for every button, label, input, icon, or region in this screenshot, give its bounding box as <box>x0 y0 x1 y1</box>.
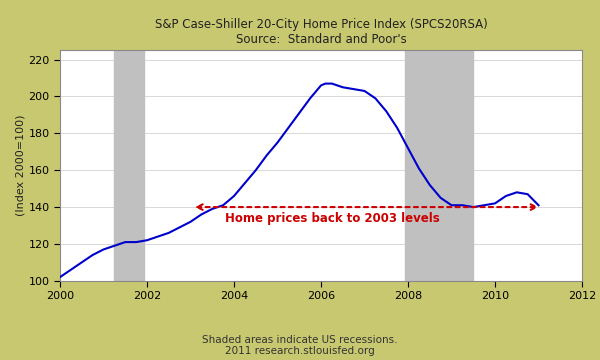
Bar <box>115 50 143 281</box>
Text: Home prices back to 2003 levels: Home prices back to 2003 levels <box>226 212 440 225</box>
Bar <box>404 50 473 281</box>
Text: Shaded areas indicate US recessions.
2011 research.stlouisfed.org: Shaded areas indicate US recessions. 201… <box>202 335 398 356</box>
Y-axis label: (Index 2000=100): (Index 2000=100) <box>16 115 26 216</box>
Title: S&P Case-Shiller 20-City Home Price Index (SPCS20RSA)
Source:  Standard and Poor: S&P Case-Shiller 20-City Home Price Inde… <box>155 18 487 46</box>
